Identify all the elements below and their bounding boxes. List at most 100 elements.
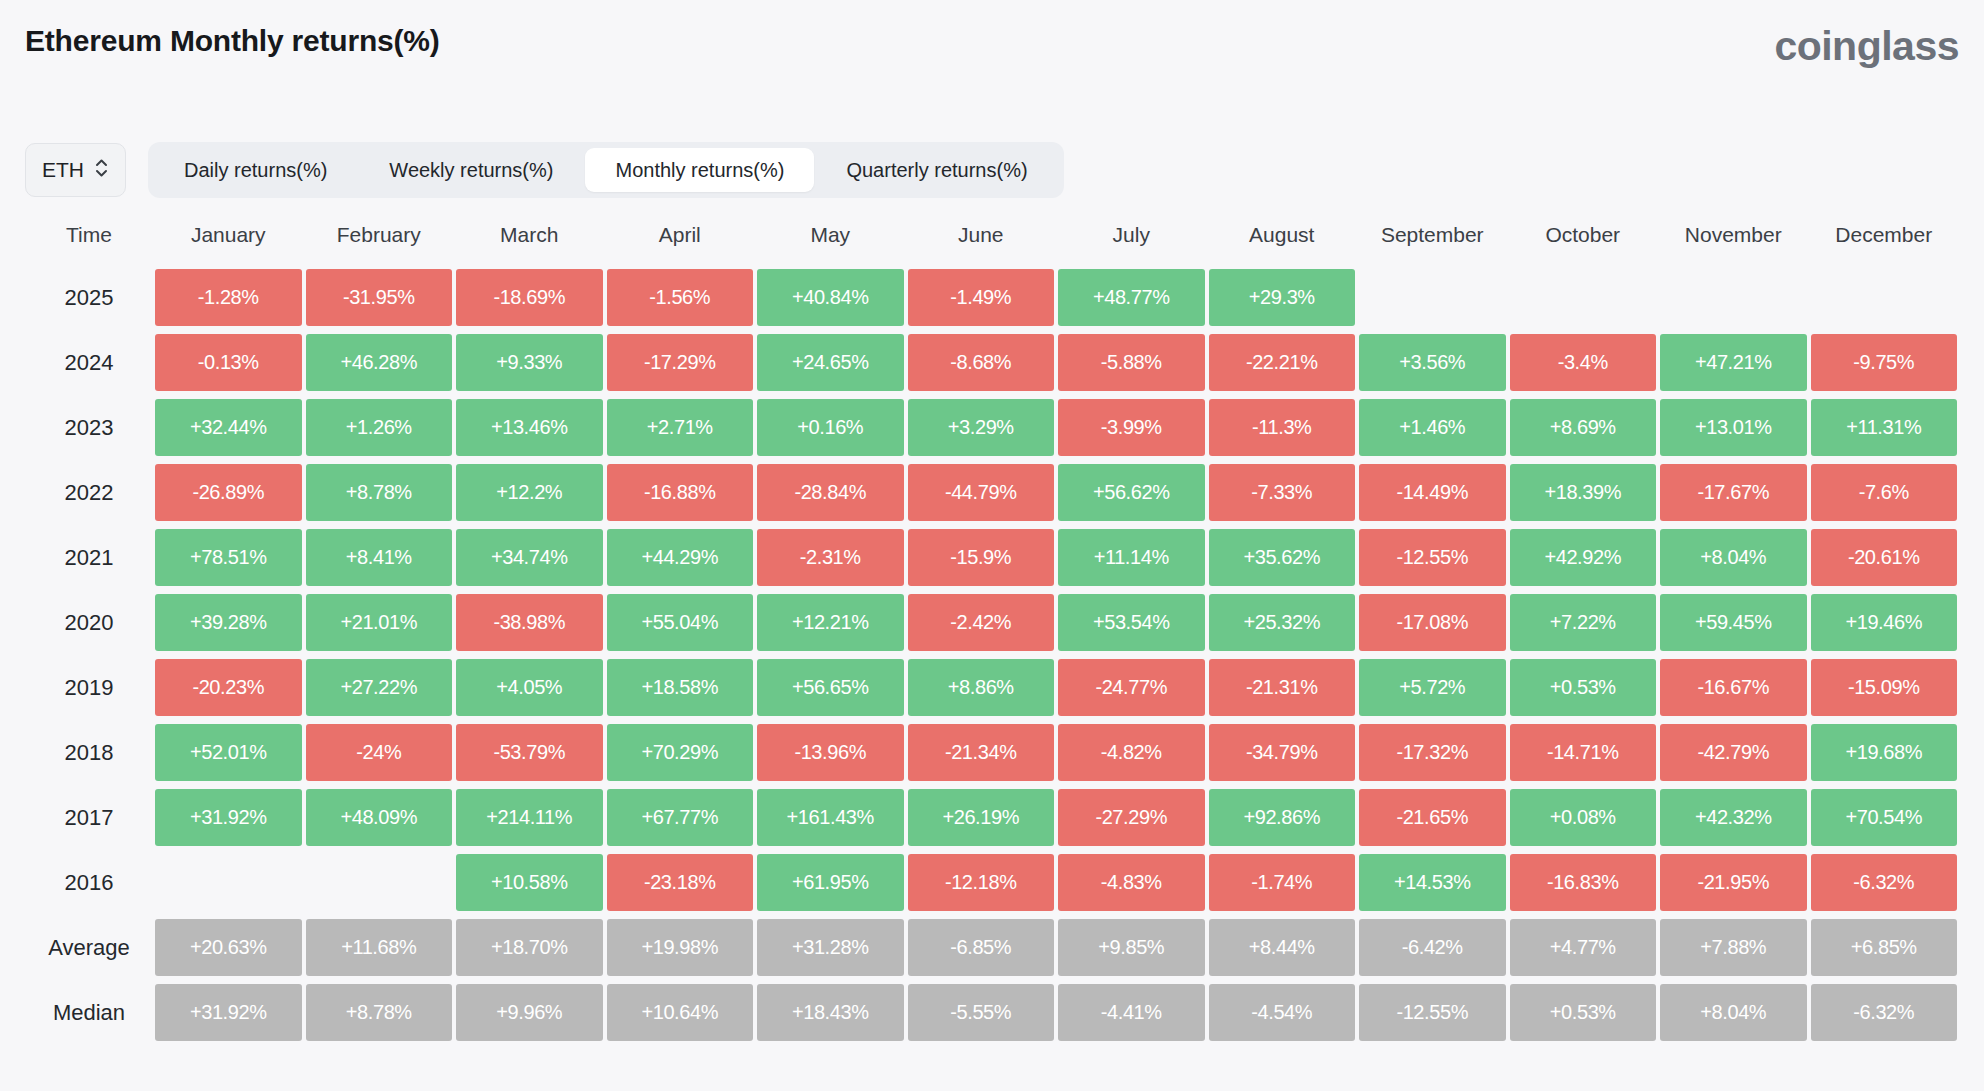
return-value: -15.9%: [908, 529, 1055, 586]
return-value: +18.39%: [1510, 464, 1657, 521]
return-cell: +9.85%: [1056, 915, 1207, 980]
return-value: -9.75%: [1811, 334, 1958, 391]
return-cell: +11.31%: [1809, 395, 1960, 460]
return-cell: +78.51%: [153, 525, 304, 590]
return-cell: -27.29%: [1056, 785, 1207, 850]
return-cell: -5.55%: [906, 980, 1057, 1045]
return-value: -20.23%: [155, 659, 302, 716]
return-cell: -1.49%: [906, 265, 1057, 330]
return-cell: -6.85%: [906, 915, 1057, 980]
return-cell: -17.32%: [1357, 720, 1508, 785]
return-value: +56.65%: [757, 659, 904, 716]
coinglass-logo: coinglass: [1774, 26, 1959, 67]
return-cell: +27.22%: [304, 655, 455, 720]
tab-quarterly[interactable]: Quarterly returns(%): [816, 148, 1057, 192]
tabs: Daily returns(%)Weekly returns(%)Monthly…: [148, 142, 1064, 198]
month-header: May: [755, 205, 906, 265]
tab-daily[interactable]: Daily returns(%): [154, 148, 357, 192]
return-value: -31.95%: [306, 269, 453, 326]
return-cell: [153, 850, 304, 915]
return-cell: +92.86%: [1207, 785, 1358, 850]
return-cell: -8.68%: [906, 330, 1057, 395]
return-cell: -53.79%: [454, 720, 605, 785]
return-value: -21.65%: [1359, 789, 1506, 846]
return-cell: -34.79%: [1207, 720, 1358, 785]
return-cell: +8.78%: [304, 460, 455, 525]
return-value: -1.56%: [607, 269, 754, 326]
return-value: -4.82%: [1058, 724, 1205, 781]
return-value: -23.18%: [607, 854, 754, 911]
return-value: -22.21%: [1209, 334, 1356, 391]
return-value: +19.98%: [607, 919, 754, 976]
chevron-up-down-icon: [94, 156, 109, 184]
symbol-select[interactable]: ETH: [25, 143, 126, 197]
return-value: -5.55%: [908, 984, 1055, 1041]
return-cell: -21.34%: [906, 720, 1057, 785]
return-value: +8.69%: [1510, 399, 1657, 456]
controls-row: ETH Daily returns(%)Weekly returns(%)Mon…: [25, 142, 1959, 198]
return-cell: +56.62%: [1056, 460, 1207, 525]
return-cell: +7.22%: [1508, 590, 1659, 655]
return-cell: +8.78%: [304, 980, 455, 1045]
return-cell: +42.92%: [1508, 525, 1659, 590]
month-header: November: [1658, 205, 1809, 265]
return-cell: +18.39%: [1508, 460, 1659, 525]
tab-monthly[interactable]: Monthly returns(%): [585, 148, 814, 192]
return-value: +27.22%: [306, 659, 453, 716]
return-value: +31.28%: [757, 919, 904, 976]
return-value: -2.42%: [908, 594, 1055, 651]
time-header: Time: [25, 205, 153, 265]
return-cell: +161.43%: [755, 785, 906, 850]
page-title: Ethereum Monthly returns(%): [25, 24, 440, 58]
return-cell: +11.68%: [304, 915, 455, 980]
return-cell: +52.01%: [153, 720, 304, 785]
symbol-select-value: ETH: [42, 158, 84, 182]
row-label: 2020: [25, 590, 153, 655]
return-cell: +70.54%: [1809, 785, 1960, 850]
return-value: +8.04%: [1660, 529, 1807, 586]
return-cell: +12.21%: [755, 590, 906, 655]
return-value: +0.53%: [1510, 659, 1657, 716]
return-cell: -16.88%: [605, 460, 756, 525]
return-cell: +19.46%: [1809, 590, 1960, 655]
return-value: +4.05%: [456, 659, 603, 716]
return-value: +0.16%: [757, 399, 904, 456]
return-value: +59.45%: [1660, 594, 1807, 651]
return-cell: +32.44%: [153, 395, 304, 460]
return-cell: -4.83%: [1056, 850, 1207, 915]
row-label: 2018: [25, 720, 153, 785]
return-cell: -26.89%: [153, 460, 304, 525]
row-label: 2022: [25, 460, 153, 525]
return-value: -3.4%: [1510, 334, 1657, 391]
return-cell: -14.71%: [1508, 720, 1659, 785]
return-cell: -5.88%: [1056, 330, 1207, 395]
return-value: +19.46%: [1811, 594, 1958, 651]
return-value: -1.74%: [1209, 854, 1356, 911]
page: Ethereum Monthly returns(%) coinglass ET…: [0, 0, 1984, 1091]
return-cell: -20.61%: [1809, 525, 1960, 590]
return-value: -26.89%: [155, 464, 302, 521]
return-cell: -16.67%: [1658, 655, 1809, 720]
return-value: +8.86%: [908, 659, 1055, 716]
return-cell: +20.63%: [153, 915, 304, 980]
return-value: +26.19%: [908, 789, 1055, 846]
row-label: Average: [25, 915, 153, 980]
return-value: +48.09%: [306, 789, 453, 846]
return-value: -7.6%: [1811, 464, 1958, 521]
return-cell: +7.88%: [1658, 915, 1809, 980]
return-value: +214.11%: [456, 789, 603, 846]
tab-weekly[interactable]: Weekly returns(%): [359, 148, 583, 192]
return-value: +12.21%: [757, 594, 904, 651]
return-value: +6.85%: [1811, 919, 1958, 976]
return-value: -0.13%: [155, 334, 302, 391]
return-cell: +11.14%: [1056, 525, 1207, 590]
return-value: +9.33%: [456, 334, 603, 391]
return-value: +52.01%: [155, 724, 302, 781]
return-cell: +2.71%: [605, 395, 756, 460]
return-cell: -1.28%: [153, 265, 304, 330]
topbar: Ethereum Monthly returns(%) coinglass: [25, 0, 1959, 60]
return-value: -21.31%: [1209, 659, 1356, 716]
return-cell: -4.54%: [1207, 980, 1358, 1045]
return-cell: +4.05%: [454, 655, 605, 720]
return-value: +13.01%: [1660, 399, 1807, 456]
